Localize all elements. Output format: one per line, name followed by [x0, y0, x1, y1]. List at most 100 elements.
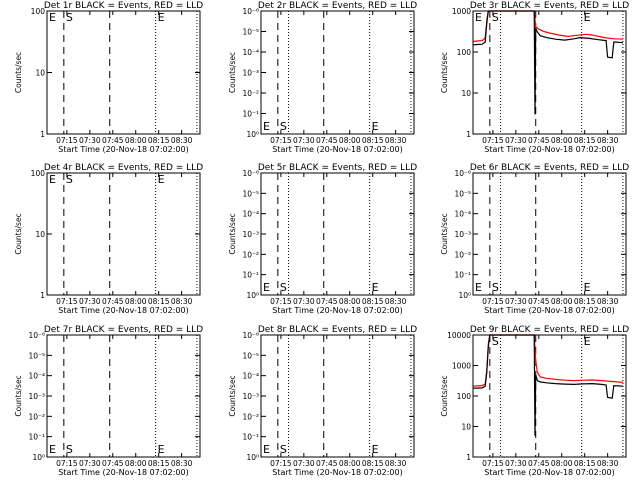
y-axis-label: Counts/sec [228, 52, 237, 93]
chart-title: Det 6r BLACK = Events, RED = LLD [470, 163, 629, 173]
marker-label-e: E [263, 120, 270, 133]
x-tick-label: 08:00 [339, 136, 361, 145]
y-axis-label: Counts/sec [14, 213, 23, 254]
y-tick-label: 10⁻⁴ [242, 372, 259, 381]
y-tick-label: 10 [461, 89, 471, 98]
plot-frame [260, 172, 415, 296]
y-tick-label: 10⁻⁶ [242, 331, 259, 340]
x-tick-label: 07:15 [270, 459, 292, 468]
y-tick-label: 10⁻⁶ [454, 169, 471, 178]
x-tick-label: 08:30 [171, 297, 193, 306]
x-axis-label: Start Time (20-Nov-18 07:02:00) [484, 468, 614, 477]
x-tick-label: 07:15 [56, 297, 78, 306]
marker-label-e: E [263, 281, 270, 294]
y-tick-label: 10⁻¹ [454, 271, 471, 280]
x-tick-label: 08:15 [574, 297, 596, 306]
marker-label-s: S [66, 173, 73, 186]
y-tick-label: 10⁻¹ [242, 433, 259, 442]
y-tick-label: 10⁰ [246, 291, 259, 300]
x-tick-label: 08:15 [362, 297, 384, 306]
chart-title: Det 8r BLACK = Events, RED = LLD [258, 325, 417, 335]
marker-label-e: E [49, 173, 56, 186]
y-axis-label: Counts/sec [14, 375, 23, 416]
plot-frame [46, 334, 201, 458]
x-tick-label: 08:00 [339, 459, 361, 468]
y-tick-label: 10⁻² [28, 412, 45, 421]
marker-label-s: S [280, 281, 287, 294]
y-tick-label: 10⁻² [242, 89, 259, 98]
x-axis-label: Start Time (20-Nov-18 07:02:00) [272, 306, 402, 315]
x-tick-label: 07:30 [79, 297, 101, 306]
x-axis-label: Start Time (20-Nov-18 07:02:00) [272, 468, 402, 477]
x-tick-label: 07:15 [270, 136, 292, 145]
y-tick-label: 1 [466, 130, 471, 139]
y-tick-label: 10⁻² [242, 412, 259, 421]
y-tick-label: 10⁻³ [242, 69, 259, 78]
plot-frame [472, 10, 627, 135]
y-tick-label: 100 [457, 48, 472, 57]
y-tick-label: 10⁻⁶ [242, 7, 259, 16]
marker-label-e: E [372, 443, 379, 456]
marker-label-e: E [584, 11, 591, 24]
x-tick-label: 08:30 [597, 297, 619, 306]
chart-title: Det 3r BLACK = Events, RED = LLD [470, 1, 629, 11]
marker-label-s: S [492, 281, 499, 294]
x-axis-label: Start Time (20-Nov-18 07:02:00) [484, 306, 614, 315]
x-tick-label: 08:15 [362, 136, 384, 145]
x-tick-label: 07:30 [505, 297, 527, 306]
y-axis-label: Counts/sec [228, 213, 237, 254]
y-tick-label: 10⁻⁵ [242, 28, 259, 37]
marker-label-e: E [49, 11, 56, 24]
plot-frame [46, 10, 201, 135]
y-tick-label: 1000 [452, 7, 471, 16]
y-tick-label: 10⁻¹ [28, 433, 45, 442]
y-tick-label: 10⁻⁴ [454, 210, 471, 219]
x-tick-label: 07:30 [79, 136, 101, 145]
y-tick-label: 10 [35, 69, 45, 78]
marker-label-e: E [263, 443, 270, 456]
x-tick-label: 08:30 [597, 459, 619, 468]
y-tick-label: 1 [40, 130, 45, 139]
marker-label-s: S [66, 443, 73, 456]
marker-label-e: E [158, 11, 165, 24]
x-tick-label: 07:15 [270, 297, 292, 306]
x-axis-label: Start Time (20-Nov-18 07:02:00) [272, 145, 402, 154]
y-tick-label: 10 [461, 423, 471, 432]
x-tick-label: 07:45 [528, 459, 550, 468]
marker-label-s: S [280, 120, 287, 133]
x-tick-label: 08:00 [125, 297, 147, 306]
x-tick-label: 07:30 [293, 297, 315, 306]
x-axis-label: Start Time (20-Nov-18 07:02:00) [58, 145, 188, 154]
y-tick-label: 10⁻² [242, 250, 259, 259]
marker-label-s: S [492, 335, 499, 348]
x-tick-label: 08:15 [362, 459, 384, 468]
x-axis-label: Start Time (20-Nov-18 07:02:00) [58, 468, 188, 477]
marker-label-e: E [584, 335, 591, 348]
y-tick-label: 10⁻⁵ [28, 351, 45, 360]
y-axis-label: Counts/sec [440, 375, 449, 416]
y-tick-label: 10000 [447, 331, 471, 340]
plot-frame [260, 334, 415, 458]
x-tick-label: 07:45 [528, 136, 550, 145]
marker-label-e: E [475, 11, 482, 24]
chart-title: Det 9r BLACK = Events, RED = LLD [470, 325, 629, 335]
y-tick-label: 1 [40, 291, 45, 300]
plot-frame [260, 10, 415, 135]
y-tick-label: 10⁻⁴ [242, 210, 259, 219]
y-tick-label: 100 [457, 392, 472, 401]
x-tick-label: 08:15 [574, 459, 596, 468]
marker-label-e: E [49, 443, 56, 456]
y-tick-label: 10⁻⁴ [242, 48, 259, 57]
plot-frame [472, 172, 627, 296]
x-tick-label: 07:45 [102, 459, 124, 468]
x-tick-label: 07:45 [316, 297, 338, 306]
events-series-line [472, 10, 623, 115]
x-tick-label: 07:30 [293, 136, 315, 145]
